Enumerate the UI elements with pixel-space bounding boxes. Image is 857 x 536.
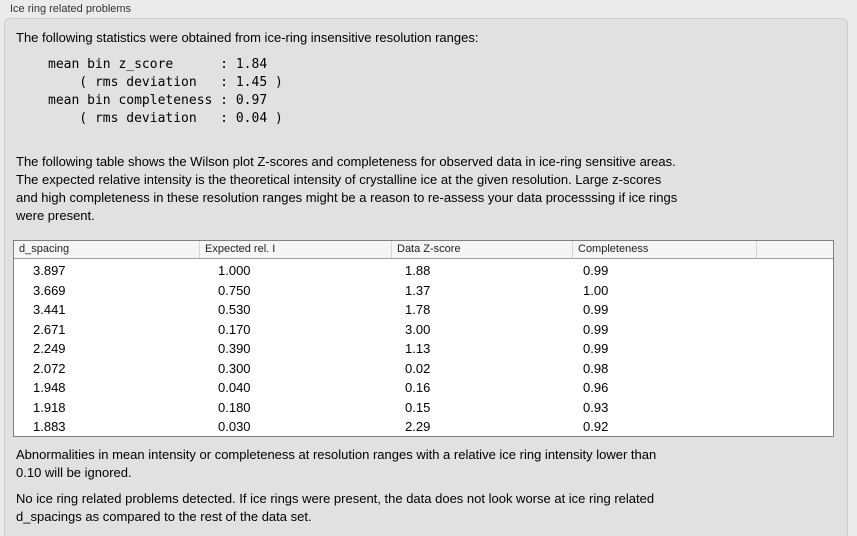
cell-data-z-score: 0.16 [405, 380, 431, 395]
cell-expected-rel-i: 0.530 [218, 302, 251, 317]
cell-d-spacing: 3.441 [33, 302, 66, 317]
cell-expected-rel-i: 0.390 [218, 341, 251, 356]
cell-d-spacing: 1.883 [33, 419, 66, 434]
cell-filler [757, 339, 833, 359]
cell-data-z-score: 1.37 [405, 282, 431, 298]
cell-data-z-score: 2.29 [405, 419, 431, 434]
cell-expected-rel-i: 0.180 [218, 399, 251, 415]
column-header-filler [757, 241, 833, 258]
cell-d-spacing: 3.669 [33, 282, 66, 298]
cell-completeness: 0.99 [583, 321, 609, 337]
table-header: d_spacing Expected rel. I Data Z-score C… [14, 241, 833, 259]
cell-data-z-score: 1.88 [405, 263, 431, 278]
cell-expected-rel-i: 1.000 [218, 263, 251, 278]
stats-block: mean bin z_score : 1.84 ( rms deviation … [48, 57, 283, 126]
cell-completeness: 0.99 [583, 302, 609, 317]
cell-d-spacing: 1.918 [33, 399, 66, 415]
cell-filler [757, 261, 833, 281]
cell-expected-rel-i: 0.040 [218, 380, 251, 395]
table-row[interactable]: 3.669 0.750 1.37 1.00 [14, 281, 833, 301]
ignore-note-text: Abnormalities in mean intensity or compl… [16, 447, 657, 480]
cell-filler [757, 300, 833, 320]
cell-completeness: 0.99 [583, 263, 609, 278]
cell-expected-rel-i: 0.030 [218, 419, 251, 434]
cell-filler [757, 398, 833, 418]
cell-filler [757, 378, 833, 398]
cell-expected-rel-i: 0.750 [218, 282, 251, 298]
cell-filler [757, 359, 833, 379]
cell-d-spacing: 2.249 [33, 341, 66, 356]
column-header-completeness[interactable]: Completeness [573, 241, 757, 258]
cell-completeness: 0.92 [583, 419, 609, 434]
ice-ring-table[interactable]: d_spacing Expected rel. I Data Z-score C… [13, 240, 834, 437]
cell-completeness: 0.96 [583, 380, 609, 395]
cell-expected-rel-i: 0.170 [218, 321, 251, 337]
cell-filler [757, 417, 833, 437]
cell-data-z-score: 0.02 [405, 360, 431, 376]
table-row[interactable]: 3.441 0.530 1.78 0.99 [14, 300, 833, 320]
column-header-data-z-score[interactable]: Data Z-score [392, 241, 573, 258]
table-row[interactable]: 2.249 0.390 1.13 0.99 [14, 339, 833, 359]
cell-data-z-score: 0.15 [405, 399, 431, 415]
table-intro-text: The following table shows the Wilson plo… [16, 154, 678, 223]
table-row[interactable]: 1.883 0.030 2.29 0.92 [14, 417, 833, 437]
cell-filler [757, 281, 833, 301]
cell-completeness: 0.98 [583, 360, 609, 376]
cell-completeness: 0.99 [583, 341, 609, 356]
cell-d-spacing: 2.671 [33, 321, 66, 337]
column-header-expected-rel-i[interactable]: Expected rel. I [200, 241, 392, 258]
cell-data-z-score: 1.78 [405, 302, 431, 317]
cell-completeness: 1.00 [583, 282, 609, 298]
cell-expected-rel-i: 0.300 [218, 360, 251, 376]
conclusion-text: No ice ring related problems detected. I… [16, 491, 655, 524]
cell-data-z-score: 1.13 [405, 341, 431, 356]
table-row[interactable]: 2.671 0.170 3.00 0.99 [14, 320, 833, 340]
intro-text: The following statistics were obtained f… [16, 30, 479, 45]
cell-filler [757, 320, 833, 340]
table-row[interactable]: 3.897 1.000 1.88 0.99 [14, 261, 833, 281]
cell-d-spacing: 2.072 [33, 360, 66, 376]
column-header-d-spacing[interactable]: d_spacing [14, 241, 200, 258]
table-row[interactable]: 1.918 0.180 0.15 0.93 [14, 398, 833, 418]
table-row[interactable]: 2.072 0.300 0.02 0.98 [14, 359, 833, 379]
panel-title: Ice ring related problems [10, 3, 132, 15]
table-body: 3.897 1.000 1.88 0.99 3.669 0.750 1.37 1.00 3.44… [14, 259, 833, 437]
cell-data-z-score: 3.00 [405, 321, 431, 337]
cell-d-spacing: 1.948 [33, 380, 66, 395]
cell-completeness: 0.93 [583, 399, 609, 415]
cell-d-spacing: 3.897 [33, 263, 66, 278]
table-row[interactable]: 1.948 0.040 0.16 0.96 [14, 378, 833, 398]
